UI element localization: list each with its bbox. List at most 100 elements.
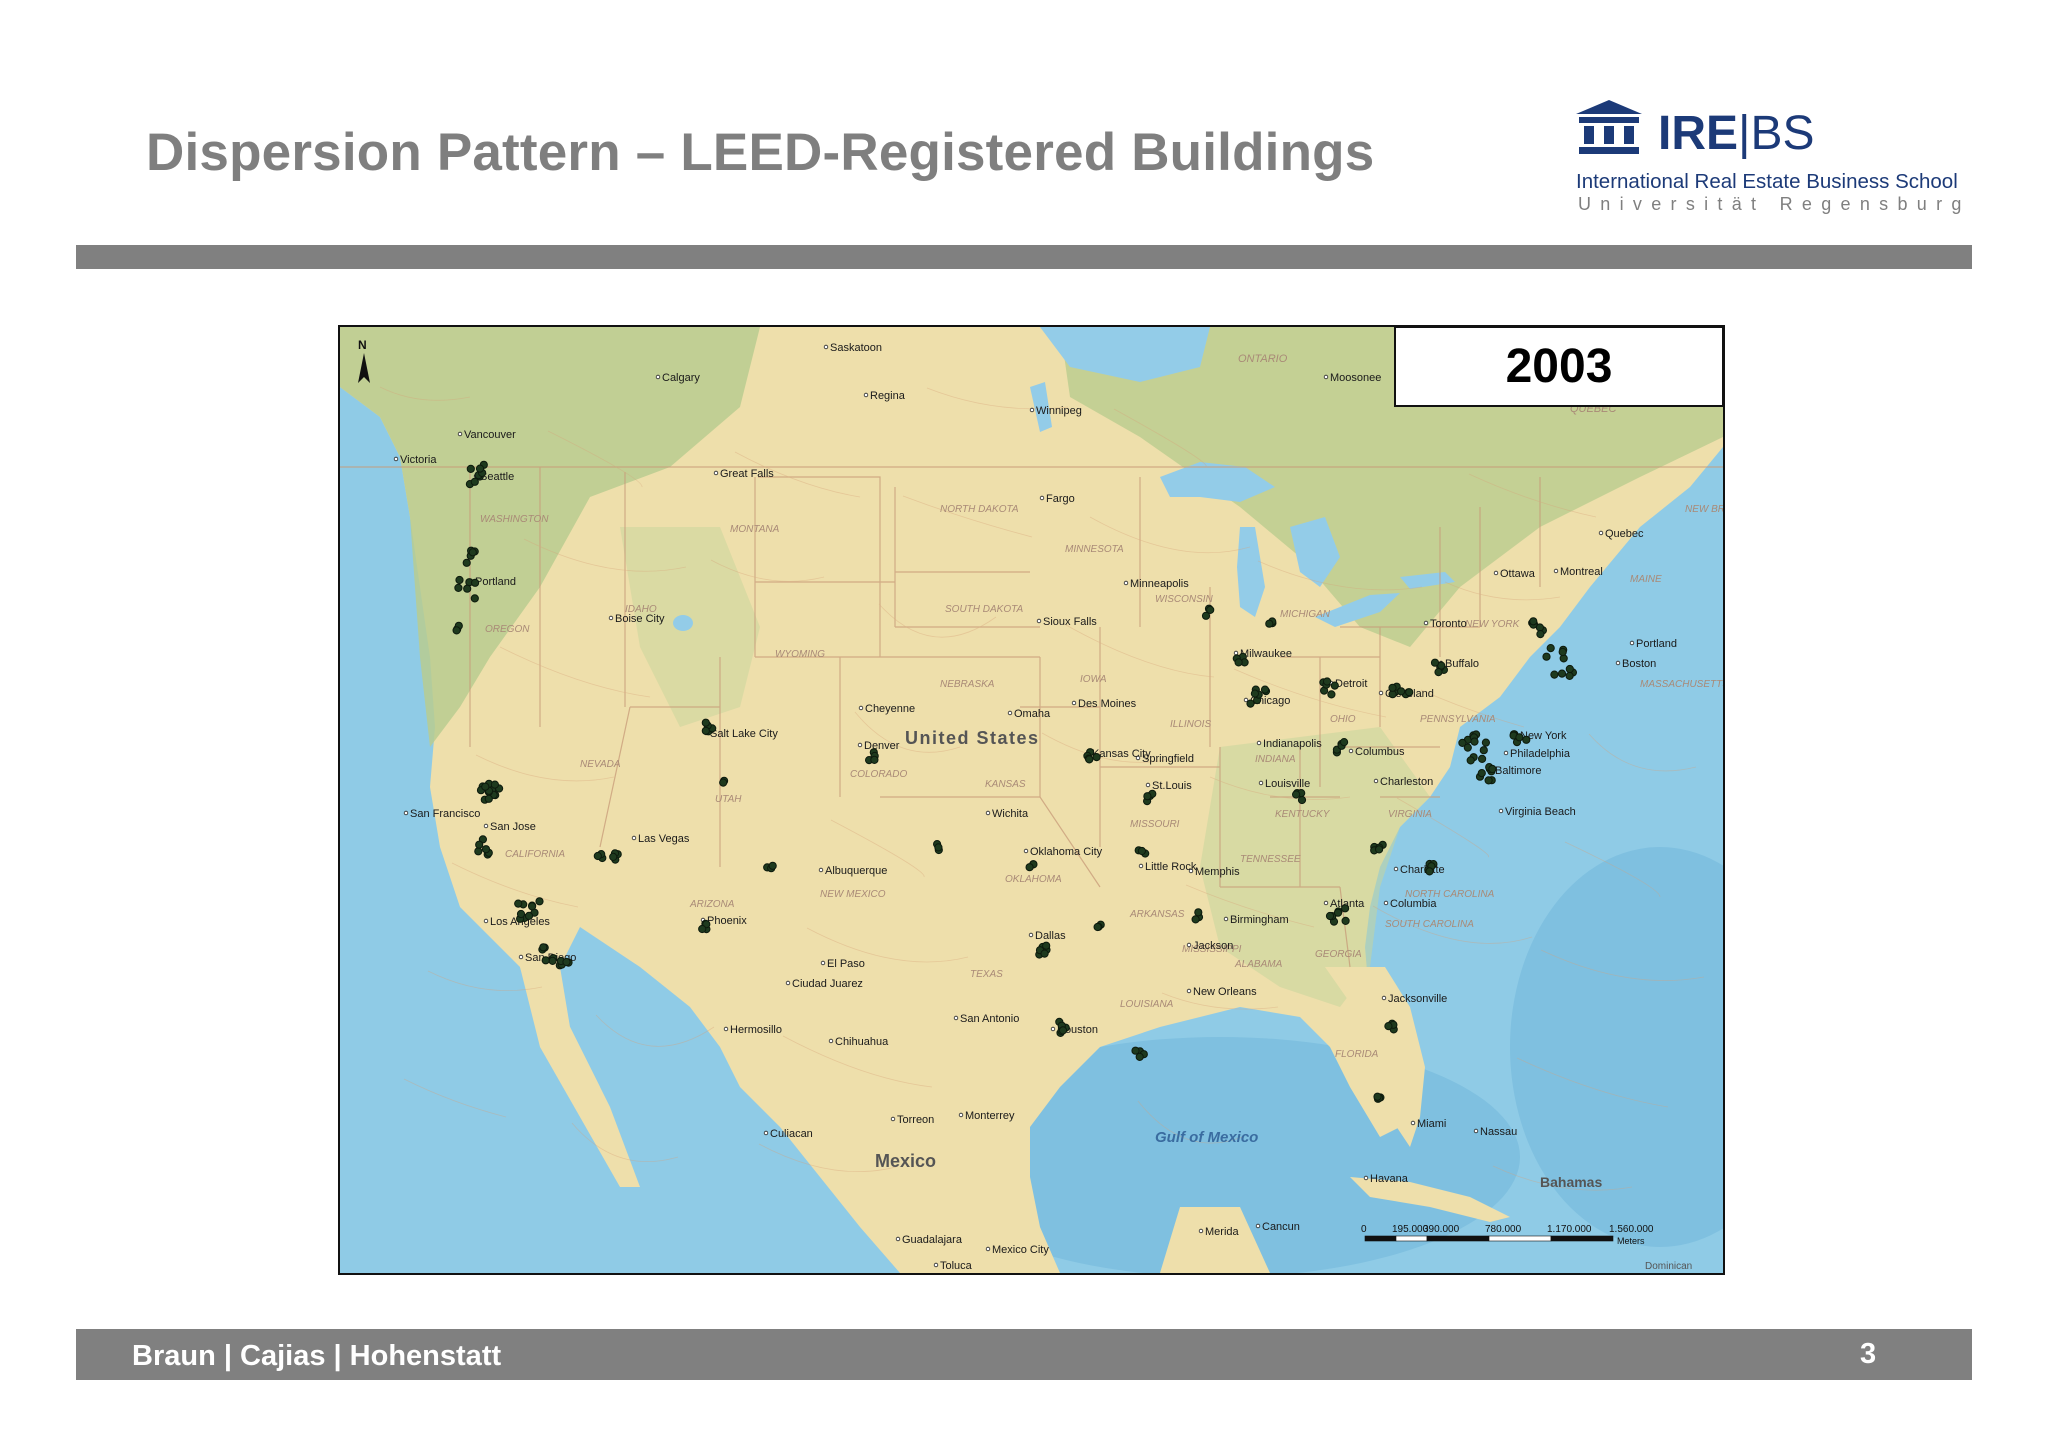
city-marker	[890, 1116, 896, 1122]
leed-building-dot	[719, 778, 728, 787]
city-label: Saskatoon	[830, 342, 882, 354]
state-label: MINNESOTA	[1065, 544, 1124, 555]
city-label: Memphis	[1195, 866, 1240, 878]
leed-building-dot	[1488, 764, 1497, 774]
city-label: Philadelphia	[1510, 748, 1571, 760]
city-marker	[1393, 866, 1399, 872]
city-label: Jackson	[1193, 940, 1233, 952]
city-label: Toronto	[1430, 618, 1467, 630]
city-marker	[1493, 570, 1499, 576]
city-label: Calgary	[662, 372, 700, 384]
scale-unit: Meters	[1617, 1236, 1645, 1246]
city-marker	[1363, 1175, 1369, 1181]
city-label: Ottawa	[1500, 568, 1536, 580]
city-marker	[1223, 916, 1229, 922]
leed-building-dot	[1042, 941, 1051, 950]
forest-northwest	[340, 327, 760, 747]
leed-building-dot	[514, 899, 523, 908]
city-marker	[1138, 863, 1144, 869]
leed-building-dot	[1458, 738, 1467, 747]
state-label: IDAHO	[625, 604, 657, 615]
leed-building-dot	[1479, 746, 1488, 755]
city-label: Boise City	[615, 613, 665, 625]
city-marker	[895, 1236, 901, 1242]
city-label: Guadalajara	[902, 1234, 963, 1246]
state-label: NEBRASKA	[940, 679, 995, 690]
state-label: MASSACHUSETTS	[1640, 679, 1723, 690]
leed-building-dot	[541, 956, 550, 965]
city-marker	[1629, 640, 1635, 646]
city-label: St.Louis	[1152, 780, 1192, 792]
leed-building-dot	[516, 909, 526, 919]
city-label: Sioux Falls	[1043, 616, 1097, 628]
leed-building-dot	[1397, 687, 1406, 696]
city-label: Seattle	[480, 471, 514, 483]
leed-building-dot	[452, 626, 461, 635]
state-label: KENTUCKY	[1275, 809, 1331, 820]
leed-building-dot	[470, 477, 479, 486]
city-label: Fargo	[1046, 493, 1075, 505]
city-label: Montreal	[1560, 566, 1603, 578]
leed-building-dot	[1297, 795, 1307, 805]
city-marker	[818, 867, 824, 873]
water-label: Gulf of Mexico	[1155, 1129, 1258, 1146]
leed-building-dot	[1477, 769, 1486, 778]
city-label: Phoenix	[707, 915, 747, 927]
leed-building-dot	[1430, 658, 1440, 667]
logo-university: Universität Regensburg	[1578, 194, 1971, 214]
city-marker	[1029, 407, 1035, 413]
leed-building-dot	[1470, 737, 1479, 746]
city-marker	[1039, 495, 1045, 501]
city-marker	[655, 374, 661, 380]
leed-building-dot	[539, 943, 548, 952]
hudson-bay	[1040, 327, 1210, 382]
city-marker	[1188, 868, 1194, 874]
lake-michigan	[1237, 527, 1265, 617]
state-label: CALIFORNIA	[505, 849, 565, 860]
state-label: OREGON	[485, 624, 530, 635]
leed-building-dot	[1093, 922, 1102, 932]
state-label: NORTH DAKOTA	[940, 504, 1019, 515]
city-marker	[1243, 697, 1249, 703]
building-icon	[1576, 100, 1642, 154]
city-label: Boston	[1622, 658, 1656, 670]
city-label: Salt Lake City	[710, 728, 778, 740]
slide-title: Dispersion Pattern – LEED-Registered Bui…	[146, 123, 1375, 182]
scale-label: 195.000	[1392, 1224, 1429, 1235]
state-label: WYOMING	[775, 649, 825, 660]
city-label: Havana	[1370, 1173, 1409, 1185]
leed-building-dot	[455, 575, 464, 585]
scale-segment	[1426, 1235, 1490, 1242]
north-label: N	[358, 338, 367, 352]
city-label: Moosonee	[1330, 372, 1381, 384]
city-marker	[1071, 700, 1077, 706]
city-marker	[403, 810, 409, 816]
leed-building-dot	[1550, 670, 1559, 679]
state-label: NEW MEXICO	[820, 889, 886, 900]
scale-bar: Meters	[1364, 1235, 1645, 1246]
city-marker	[1423, 620, 1429, 626]
city-label: Minneapolis	[1130, 578, 1189, 590]
leed-building-dot	[562, 957, 571, 967]
city-marker	[1598, 530, 1604, 536]
city-label: Detroit	[1335, 678, 1367, 690]
city-marker	[1383, 900, 1389, 906]
lake-winnipeg	[1030, 382, 1052, 432]
city-label: Baltimore	[1495, 765, 1541, 777]
map-labels: WASHINGTON OREGON IDAHO NEVADA CALIFORNIA UTA…	[393, 342, 1723, 1272]
scale-label: 0	[1361, 1224, 1367, 1235]
city-marker	[1373, 778, 1379, 784]
city-marker	[1198, 1228, 1204, 1234]
city-marker	[1256, 740, 1262, 746]
country-label: Mexico	[875, 1151, 936, 1171]
leed-building-dot	[1478, 754, 1487, 763]
deep-ocean-atlantic	[1510, 847, 1723, 1247]
state-label: IOWA	[1080, 674, 1107, 685]
city-label: Charleston	[1380, 776, 1433, 788]
state-label: OKLAHOMA	[1005, 874, 1062, 885]
city-label: Birmingham	[1230, 914, 1289, 926]
leed-building-dot	[701, 718, 710, 727]
leed-building-dot	[1405, 688, 1414, 697]
city-label: Cheyenne	[865, 703, 915, 715]
city-marker	[483, 918, 489, 924]
